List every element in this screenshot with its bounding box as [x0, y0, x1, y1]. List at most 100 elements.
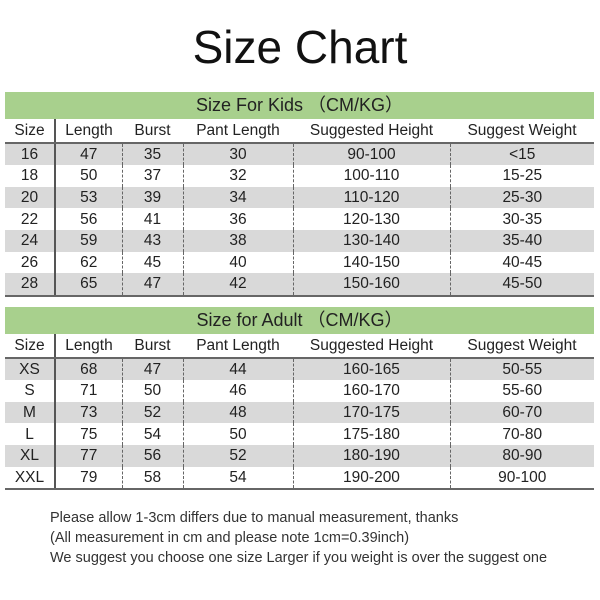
- table-cell: 50: [183, 423, 294, 445]
- table-row: 18 50 37 32 100-110 15-25: [5, 165, 594, 187]
- table-cell: 36: [183, 208, 294, 230]
- table-row: XXL 79 58 54 190-200 90-100: [5, 466, 594, 491]
- table-row: 24 59 43 38 130-140 35-40: [5, 229, 595, 252]
- table-cell: 190-200: [293, 466, 451, 491]
- table-cell: 68: [55, 357, 123, 381]
- table-cell: 75: [55, 423, 123, 445]
- table-cell: XL: [5, 444, 56, 467]
- column-header: Suggested Height: [293, 334, 450, 359]
- table-cell: 32: [183, 165, 294, 187]
- table-row: M 73 52 48 170-175 60-70: [5, 401, 594, 424]
- table-row: L 75 54 50 175-180 70-80: [5, 423, 594, 445]
- adult-table-heading: Size for Adult （CM/KG）: [5, 307, 594, 335]
- size-notes: Please allow 1-3cm differs due to manual…: [50, 508, 547, 568]
- table-cell: 170-175: [293, 401, 451, 424]
- table-cell: 160-165: [293, 357, 451, 381]
- table-cell: 48: [183, 401, 294, 424]
- table-cell: 47: [122, 273, 184, 297]
- table-cell: 30: [183, 142, 294, 166]
- table-cell: 58: [122, 466, 184, 491]
- table-cell: 70-80: [502, 425, 543, 443]
- table-cell: 140-150: [293, 251, 451, 274]
- table-cell: 60-70: [450, 401, 594, 424]
- table-cell: 46: [183, 380, 294, 402]
- note-line: Please allow 1-3cm differs due to manual…: [50, 510, 459, 526]
- table-cell: 175-180: [293, 423, 451, 445]
- column-header: Suggest Weight: [450, 119, 595, 144]
- table-row: XS 68 47 44 160-165 50-55: [5, 357, 594, 381]
- table-cell: 56: [122, 444, 184, 467]
- table-cell: 20: [5, 186, 56, 209]
- column-header: Burst: [122, 334, 183, 359]
- table-cell: S: [5, 380, 56, 402]
- table-row: 16 47 35 30 90-100 <15: [5, 142, 595, 166]
- table-cell: 24: [5, 229, 56, 252]
- table-cell: 180-190: [293, 444, 451, 467]
- table-cell: 79: [55, 466, 123, 491]
- table-cell: 40: [183, 251, 294, 274]
- table-cell: 100-110: [293, 165, 451, 187]
- table-cell: 71: [55, 380, 123, 402]
- column-header: Suggest Weight: [450, 334, 594, 359]
- kids-size-table: Size For Kids （CM/KG） Size Length Burst Pan…: [5, 92, 595, 297]
- column-header: Length: [55, 334, 122, 359]
- table-cell: 28: [5, 273, 56, 297]
- table-cell: 50: [122, 380, 184, 402]
- table-cell: 130-140: [293, 229, 451, 252]
- column-header: Pant Length: [183, 119, 293, 144]
- table-row: 28 65 47 42 150-160 45-50: [5, 273, 595, 297]
- table-cell: 52: [122, 401, 184, 424]
- table-cell: 45: [122, 251, 184, 274]
- table-cell: 42: [183, 273, 294, 297]
- table-row: 22 56 41 36 120-130 30-35: [5, 208, 594, 230]
- table-cell: 16: [5, 142, 56, 166]
- adult-size-table: Size for Adult （CM/KG） Size Length Burst Pa…: [5, 307, 594, 491]
- table-cell: 77: [55, 444, 123, 467]
- table-cell: 43: [122, 229, 184, 252]
- adult-header-row: Size Length Burst Pant Length Suggested Heig…: [5, 334, 594, 359]
- table-cell: 160-170: [293, 380, 451, 402]
- table-row: S 71 50 46 160-170 55-60: [5, 380, 594, 402]
- table-cell: L: [5, 423, 56, 445]
- table-cell: 150-160: [293, 273, 451, 297]
- table-cell: 47: [55, 142, 123, 166]
- table-cell: 26: [5, 251, 56, 274]
- kids-header-row: Size Length Burst Pant Length Suggested Heig…: [5, 119, 595, 144]
- table-cell: 44: [183, 357, 294, 381]
- table-cell: 53: [55, 186, 123, 209]
- column-header: Suggested Height: [293, 119, 450, 144]
- table-row: 20 53 39 34 110-120 25-30: [5, 186, 595, 209]
- note-line: We suggest you choose one size Larger if…: [50, 550, 548, 566]
- page-title: Size Chart: [192, 21, 408, 73]
- table-cell: 35: [122, 142, 184, 166]
- table-cell: 30-35: [502, 210, 543, 228]
- table-cell: 15-25: [502, 167, 543, 185]
- table-cell: XS: [5, 357, 56, 381]
- table-cell: 110-120: [293, 186, 451, 209]
- table-cell: 18: [5, 165, 56, 187]
- table-cell: 90-100: [293, 142, 451, 166]
- table-cell: 40-45: [502, 253, 543, 271]
- table-cell: <15: [450, 142, 595, 166]
- table-cell: 34: [183, 186, 294, 209]
- table-cell: 35-40: [450, 229, 595, 252]
- table-cell: 45-50: [450, 273, 595, 297]
- table-cell: 41: [122, 208, 184, 230]
- table-cell: M: [5, 401, 56, 424]
- table-cell: 52: [183, 444, 294, 467]
- table-cell: 50-55: [450, 357, 594, 381]
- table-cell: 120-130: [293, 208, 451, 230]
- table-cell: 65: [55, 273, 123, 297]
- column-header: Size: [5, 334, 56, 359]
- table-cell: XXL: [5, 466, 56, 491]
- column-header: Length: [55, 119, 122, 144]
- table-cell: 54: [122, 423, 184, 445]
- table-cell: 80-90: [450, 444, 594, 467]
- table-cell: 55-60: [502, 382, 543, 400]
- table-cell: 62: [55, 251, 123, 274]
- table-cell: 90-100: [450, 466, 594, 491]
- note-line: (All measurement in cm and please note 1…: [50, 530, 410, 546]
- table-cell: 47: [122, 357, 184, 381]
- table-row: XL 77 56 52 180-190 80-90: [5, 444, 594, 467]
